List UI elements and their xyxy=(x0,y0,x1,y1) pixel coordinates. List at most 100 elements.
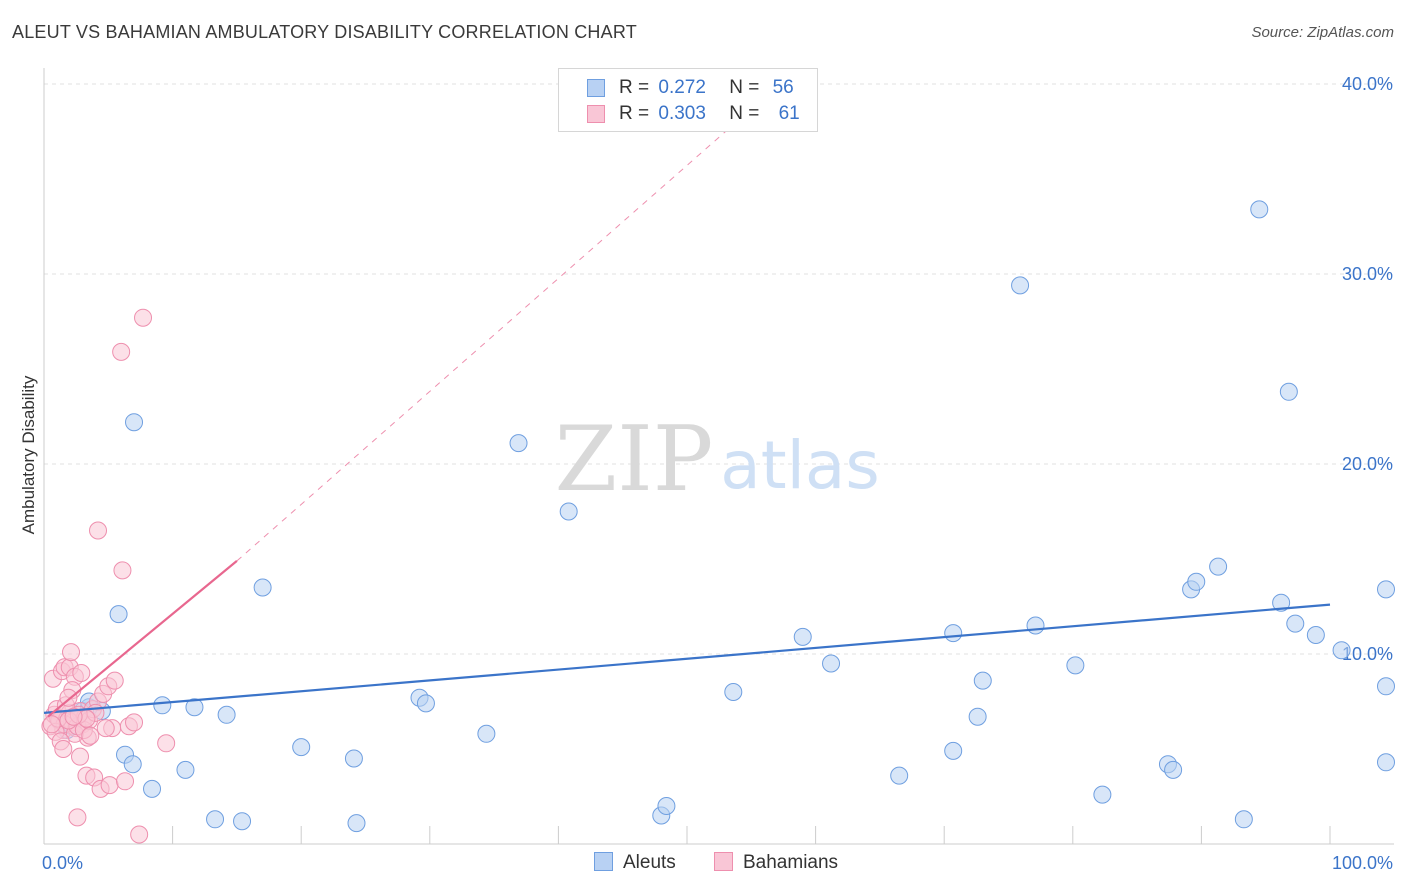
bahamians-legend-label: Bahamians xyxy=(743,852,839,873)
bahamian-point xyxy=(89,521,108,540)
bahamian-point xyxy=(54,740,73,758)
gridlines xyxy=(44,83,1394,655)
aleut-point xyxy=(125,413,144,432)
aleut-point xyxy=(1377,580,1395,599)
aleut-point xyxy=(1286,614,1305,633)
aleut-point xyxy=(657,797,676,815)
aleut-point xyxy=(1093,785,1112,804)
aleuts-n-value: 56 xyxy=(772,77,794,98)
aleut-point xyxy=(477,724,496,743)
aleut-point xyxy=(944,624,963,643)
bahamian-point xyxy=(71,747,90,766)
aleut-point xyxy=(1066,656,1085,675)
aleuts-r-value: 0.272 xyxy=(658,77,706,98)
aleut-point xyxy=(1209,557,1228,576)
aleut-point xyxy=(416,694,435,713)
source-label: Source: ZipAtlas.com xyxy=(1251,24,1394,41)
watermark: ZIP atlas xyxy=(555,407,880,512)
aleut-point xyxy=(509,434,528,453)
bahamian-point xyxy=(130,825,149,844)
stats-legend: R = 0.272 N = 56 R = 0.303 N = 61 xyxy=(558,68,818,132)
y-tick-label: 10.0% xyxy=(1342,644,1393,664)
axes xyxy=(43,68,1394,845)
legend-item-bahamians[interactable]: Bahamians xyxy=(714,852,838,874)
bahamian-point xyxy=(157,734,176,753)
aleut-point xyxy=(176,760,195,779)
tick-labels: 10.0% 20.0% 30.0% 40.0% 0.0% 100.0% xyxy=(42,74,1393,873)
aleut-point xyxy=(123,755,142,774)
aleut-point xyxy=(153,696,172,715)
aleut-point xyxy=(1272,593,1291,612)
aleut-point xyxy=(109,605,128,624)
aleuts-legend-swatch xyxy=(594,852,613,871)
aleuts-legend-label: Aleuts xyxy=(623,852,676,873)
bahamian-point xyxy=(105,671,124,690)
n-label: N = xyxy=(729,103,760,124)
aleut-point xyxy=(143,779,162,798)
n-label: N = xyxy=(729,77,760,98)
aleut-point xyxy=(822,654,841,673)
y-tick-label: 40.0% xyxy=(1342,74,1393,94)
y-tick-label: 30.0% xyxy=(1342,264,1393,284)
bahamian-point xyxy=(72,664,91,682)
aleut-point xyxy=(559,502,578,521)
aleuts-points xyxy=(50,200,1395,833)
bahamians-legend-swatch xyxy=(714,852,733,871)
bahamians-r-value: 0.303 xyxy=(658,103,706,124)
bahamian-point xyxy=(62,643,81,662)
aleut-point xyxy=(1377,677,1395,696)
bahamians-trend-extension xyxy=(236,131,726,562)
aleuts-swatch xyxy=(587,79,605,97)
bahamian-point xyxy=(81,726,100,745)
bahamian-point xyxy=(68,808,87,827)
bahamians-points xyxy=(41,308,176,844)
aleuts-trend-line xyxy=(43,603,1331,714)
bahamian-point xyxy=(42,715,61,734)
r-label: R = xyxy=(619,103,650,124)
legend-item-aleuts[interactable]: Aleuts xyxy=(594,852,676,874)
trend-lines xyxy=(43,131,1331,718)
x-tick-label-min: 0.0% xyxy=(42,853,83,873)
bahamian-point xyxy=(134,308,153,327)
aleut-point xyxy=(292,738,311,757)
aleut-point xyxy=(1250,200,1269,219)
bahamians-trend-line xyxy=(47,560,238,718)
aleut-point xyxy=(944,741,963,760)
bahamian-point xyxy=(112,342,131,361)
x-tick-label-max: 100.0% xyxy=(1332,853,1393,873)
aleut-point xyxy=(185,698,204,717)
aleut-point xyxy=(344,749,363,768)
bahamians-n-value: 61 xyxy=(778,103,800,124)
aleut-point xyxy=(1026,616,1045,635)
aleut-point xyxy=(206,810,225,829)
aleut-point xyxy=(1011,276,1030,295)
aleut-point xyxy=(1164,760,1183,779)
bahamian-point xyxy=(113,561,132,580)
aleut-point xyxy=(973,671,992,690)
aleut-point xyxy=(793,627,812,646)
bahamians-swatch xyxy=(587,105,605,123)
chart-title: ALEUT VS BAHAMIAN AMBULATORY DISABILITY … xyxy=(12,22,637,42)
bahamian-point xyxy=(96,719,115,738)
watermark-zip: ZIP xyxy=(555,407,714,512)
aleut-point xyxy=(1279,382,1298,401)
r-label: R = xyxy=(619,77,650,98)
aleut-point xyxy=(1306,626,1325,644)
aleut-point xyxy=(217,705,236,724)
aleut-point xyxy=(724,683,743,701)
aleut-point xyxy=(1332,641,1351,660)
y-tick-label: 20.0% xyxy=(1342,454,1393,474)
aleut-point xyxy=(890,766,909,785)
aleut-point xyxy=(1187,572,1206,591)
aleut-point xyxy=(347,814,366,833)
aleut-point xyxy=(1377,753,1395,772)
aleut-point xyxy=(968,707,987,726)
y-axis-label: Ambulatory Disability xyxy=(19,375,38,534)
bahamian-point xyxy=(64,707,83,726)
bahamian-point xyxy=(100,776,119,795)
aleut-point xyxy=(233,812,252,831)
aleut-point xyxy=(1234,810,1253,829)
aleut-point xyxy=(253,578,272,597)
watermark-atlas: atlas xyxy=(720,427,880,504)
